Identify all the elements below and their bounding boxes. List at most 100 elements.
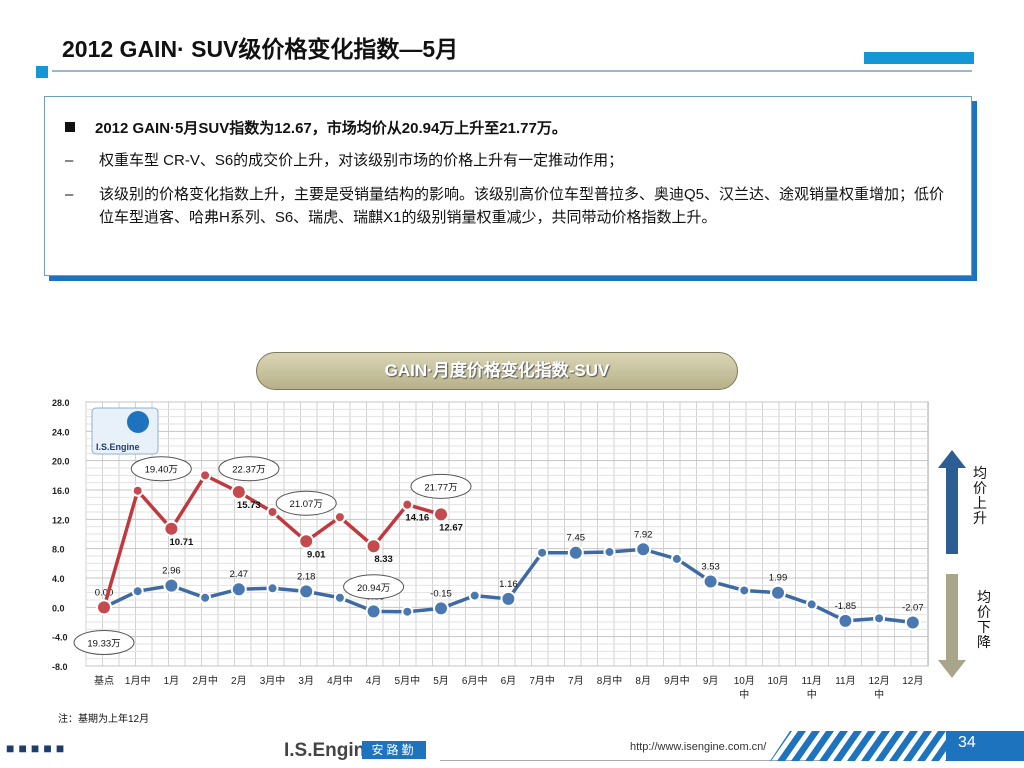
data-label: 14.16 [405,513,429,524]
x-tick-label: 6月中 [462,674,488,687]
data-point [163,520,180,537]
callout-bubble [218,456,280,482]
x-tick-label: 8月 [635,675,651,687]
callout-label: 20.94万 [357,583,390,594]
data-point [433,506,449,523]
data-point [603,545,616,558]
callout-label: 21.07万 [290,499,323,510]
footer-url[interactable]: http://www.isengine.com.cn/ [630,741,767,753]
y-tick-label: 28.0 [52,398,70,408]
data-label: -2.07 [902,603,924,614]
data-point [230,483,247,500]
data-point [401,498,414,511]
callout-bubble [343,574,405,600]
data-point [670,552,683,565]
y-tick-label: 20.0 [52,457,70,467]
title-underline [52,70,972,72]
dash-2: – [65,186,74,203]
title-square [36,66,48,78]
page-title: 2012 GAIN· SUV级价格变化指数—5月 [62,36,459,62]
data-label: 2.96 [162,566,181,577]
data-point [567,544,584,561]
x-tick-label: 5月中 [395,674,421,687]
data-label: 1.16 [499,579,518,590]
callout-label: 22.37万 [232,465,265,476]
data-label: 15.73 [237,500,261,511]
data-label: 0.00 [95,587,114,598]
data-point [837,612,854,629]
x-tick-label: 9月中 [664,674,690,687]
x-tick-label: 11月 [835,675,855,687]
footer-dots: ■■■■■ [6,740,69,756]
arrow-up-label: 均价上升 [973,465,987,526]
data-point [365,603,382,620]
footer-stripes [770,731,1024,761]
callout-bubble [410,473,472,499]
data-point [199,469,212,482]
data-point [805,598,818,611]
data-point [266,506,279,518]
footer-divider [440,760,820,761]
data-point [298,583,315,600]
price-index-chart: 28.0 24.0 20.0 16.0 12.0 8.0 4.0 0.0 -4.0 -8.0 基点 1… [52,398,929,700]
x-tick-label: 2月 [231,675,247,687]
data-point [401,605,414,618]
data-label: -1.85 [835,601,857,612]
x-tick-label: 1月中 [125,674,151,687]
x-tick-label: 3月中 [260,674,286,687]
data-point [873,612,886,625]
data-point [163,577,180,594]
data-point [298,533,315,550]
data-label: 1.99 [769,573,788,584]
data-point [468,589,481,602]
logo-info-icon [127,411,149,433]
y-tick-label: 12.0 [52,515,70,525]
x-tick-label: 6月 [501,675,517,687]
x-tick-label: 12月 [869,675,890,687]
y-tick-label: 4.0 [52,574,65,584]
x-tick-label: 3月 [298,675,314,687]
x-tick-label: 10月 [767,675,788,687]
footnote: 注：基期为上年12月 [58,714,150,725]
y-tick-label: 24.0 [52,427,70,437]
data-point [702,573,719,590]
x-tick-label: 2月中 [192,674,218,687]
logo-text: I.S.Engine [96,442,140,452]
callout-label: 19.33万 [87,639,120,650]
x-tick-label: 11月 [802,675,822,687]
data-label: 2.18 [297,571,316,582]
footer-brand: I.S.Engine [284,740,376,761]
y-tick-label: 16.0 [52,486,70,496]
sub-bullet-1-text: 权重车型 CR-V、S6的成交价上升，对该级别市场的价格上升有一定推动作用； [99,152,624,169]
data-label: 8.33 [374,554,393,565]
footer-badge: 安路勤 [362,741,426,759]
data-point [230,581,247,598]
data-label: 10.71 [170,537,194,548]
summary-box: 2012 GAIN·5月SUV指数为12.67，市场均价从20.94万上升至21… [44,96,972,276]
x-tick-label: 7月中 [529,674,555,687]
data-label: 9.01 [307,549,326,560]
x-tick-label: 中 [874,688,884,700]
data-point [635,541,652,558]
data-point [738,584,751,597]
data-point [536,546,549,559]
arrow-down-icon [938,574,966,678]
x-tick-label: 中 [807,688,817,700]
data-point [904,614,921,631]
callout-label: 21.77万 [424,482,457,493]
x-tick-label: 8月中 [597,674,623,687]
title-accent-bar [864,52,974,64]
callout-label: 19.40万 [145,465,178,476]
data-point [500,590,517,607]
sub-bullet-2-text: 该级别的价格变化指数上升，主要是受销量结构的影响。该级别高价位车型普拉多、奥迪Q… [99,186,945,226]
data-point [770,584,786,601]
data-label: 3.53 [701,561,720,572]
data-point [131,484,144,497]
data-point [96,599,112,616]
data-label: 7.45 [567,533,586,544]
y-tick-label: 8.0 [52,545,65,555]
data-point [333,591,346,604]
arrow-down-label: 均价下降 [977,589,991,650]
x-tick-label: 10月 [734,675,755,687]
x-tick-label: 4月 [366,675,382,687]
